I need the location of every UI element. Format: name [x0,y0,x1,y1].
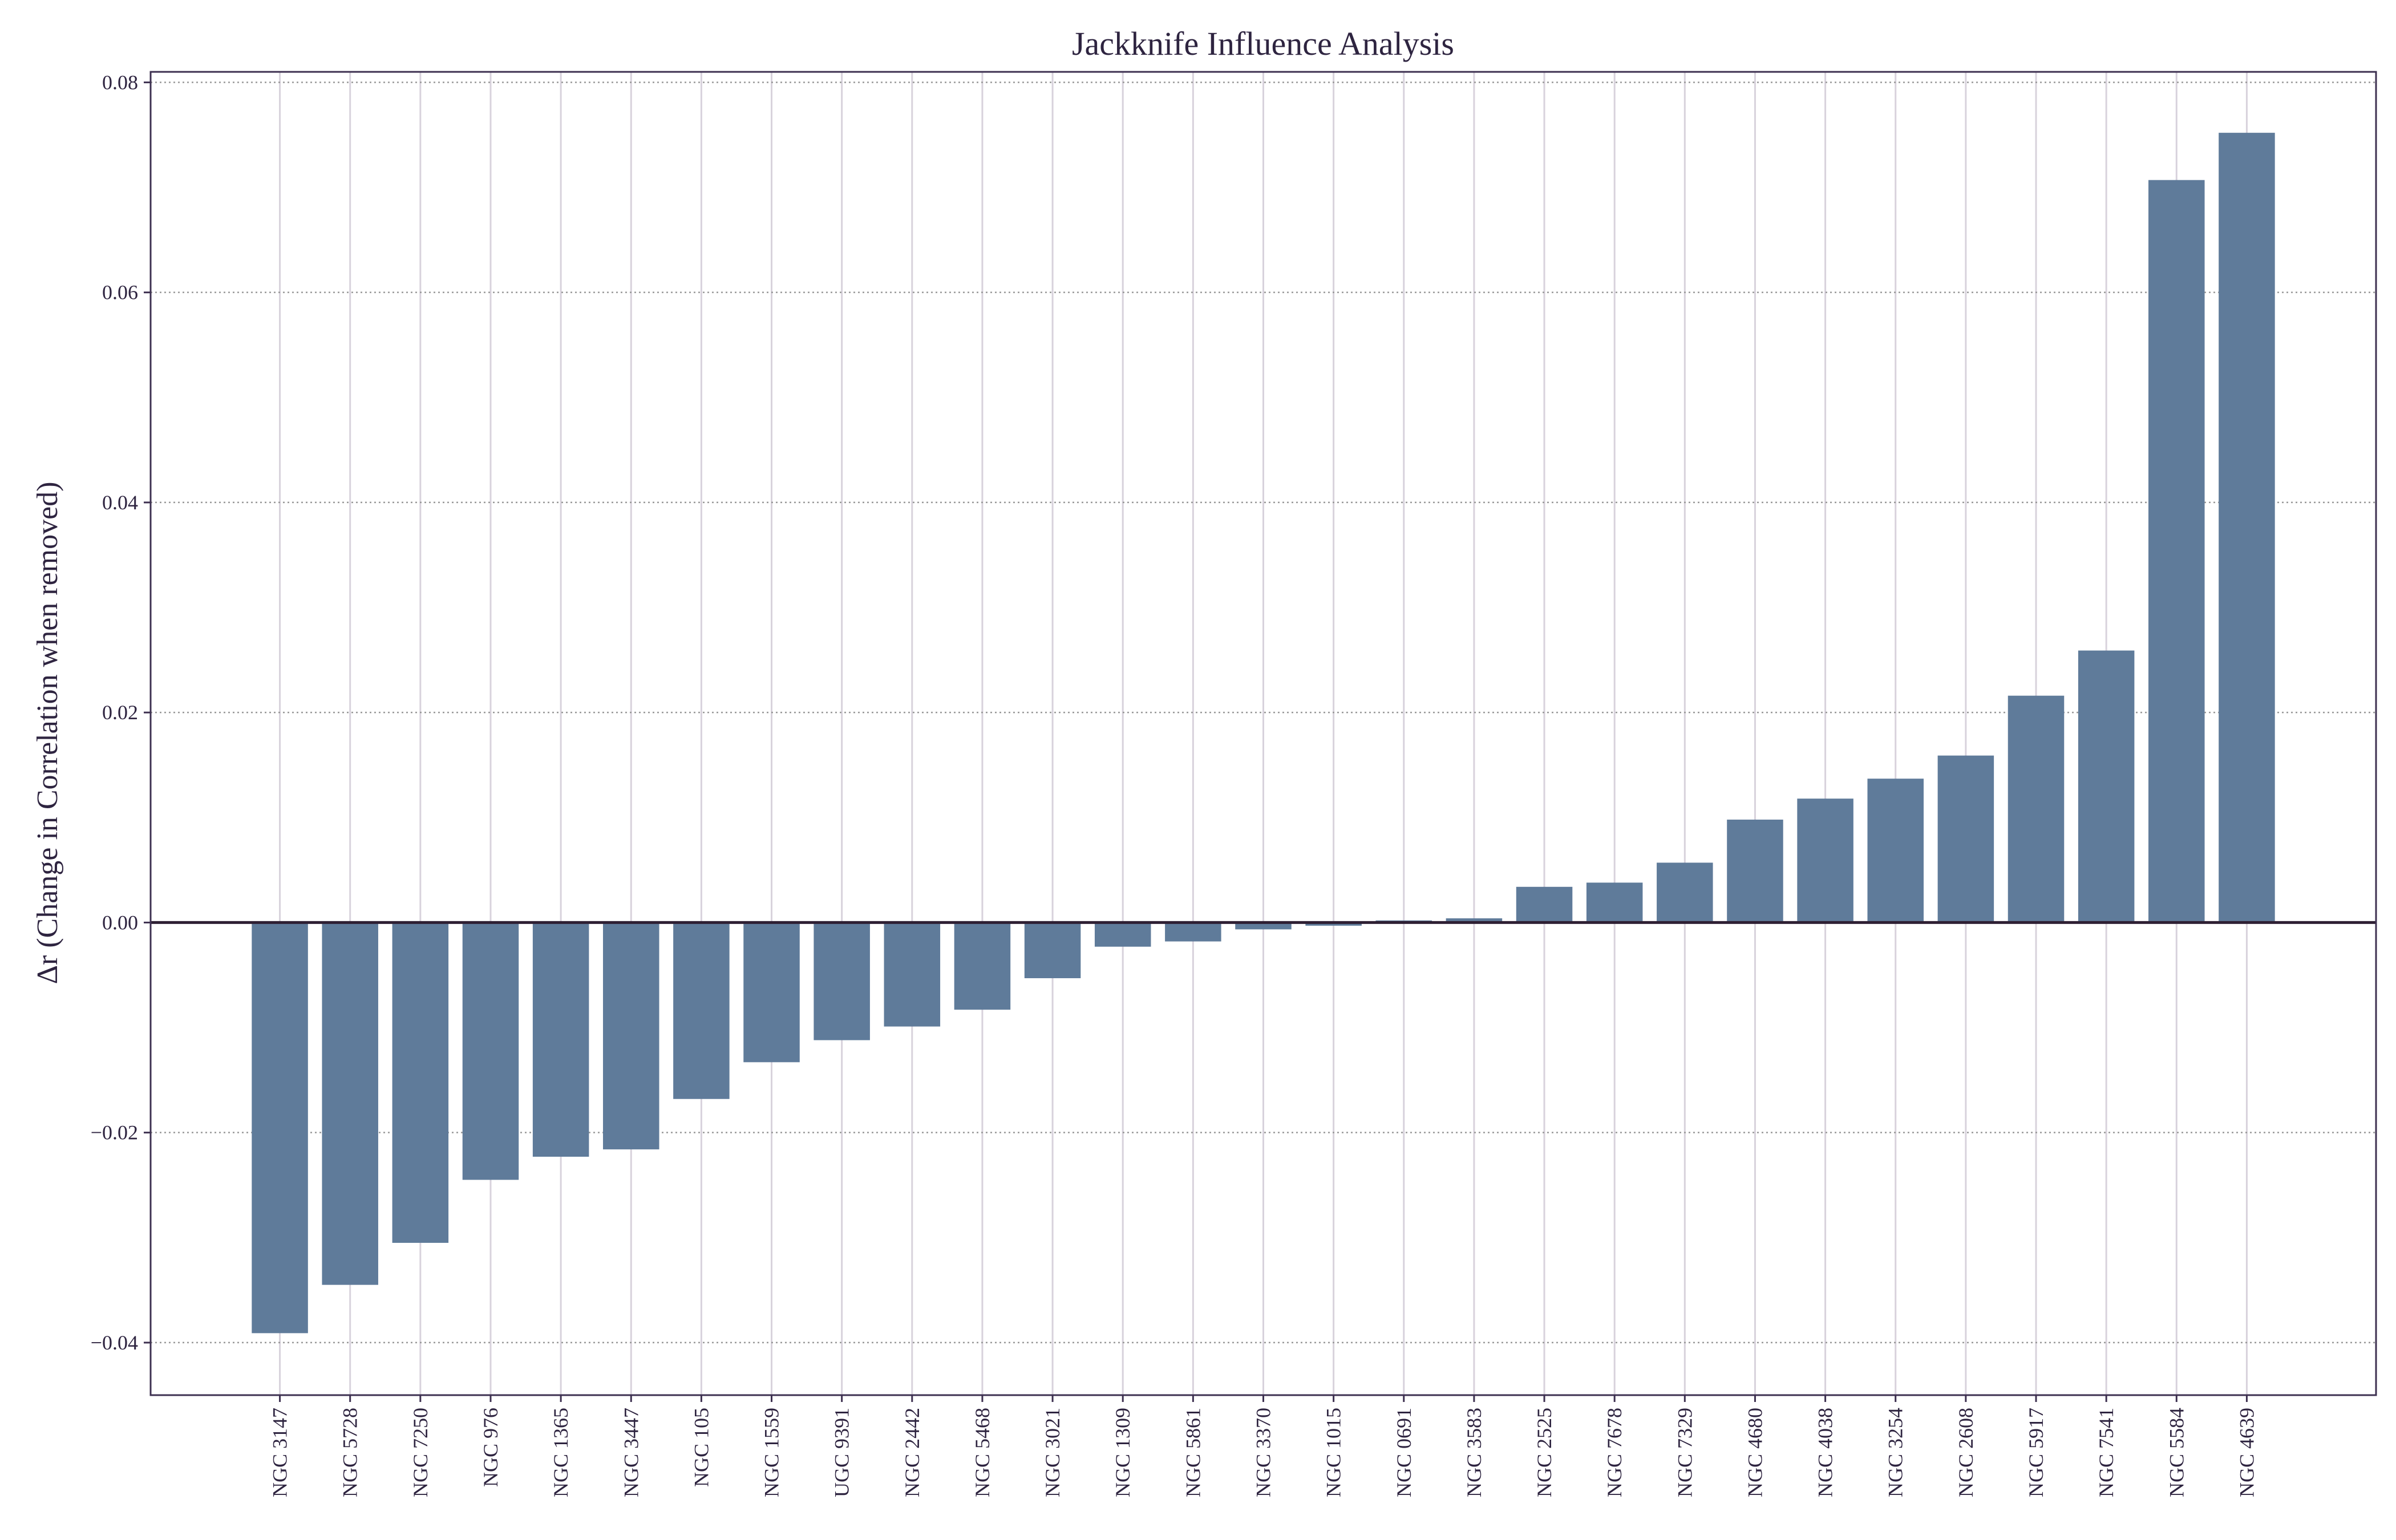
bar-ngc-3583 [1446,918,1503,923]
bar-ngc-976 [462,922,519,1180]
x-tick-label: NGC 5728 [339,1408,362,1497]
x-tick-label: NGC 976 [479,1408,502,1487]
y-tick-label: 0.00 [102,911,138,934]
bar-ngc-2608 [1937,755,1994,923]
y-tick-label: −0.02 [91,1121,138,1144]
bar-ngc-1365 [532,922,589,1157]
bar-ngc-7678 [1586,882,1643,923]
bar-ngc-3147 [252,922,308,1334]
x-tick-label: NGC 3147 [269,1408,292,1497]
x-tick-label: NGC 1559 [760,1408,783,1497]
bar-ngc-2525 [1516,886,1573,923]
bar-ngc-1309 [1094,922,1151,947]
chart-title: Jackknife Influence Analysis [1072,25,1454,62]
bar-ngc-5468 [954,922,1011,1010]
x-tick-label: NGC 5917 [2025,1408,2047,1497]
bar-ngc-105 [673,922,730,1099]
x-tick-label: NGC 1365 [549,1408,572,1497]
x-tick-label: NGC 1309 [1111,1408,1134,1497]
bar-ngc-7541 [2078,650,2135,923]
x-tick-label: NGC 4680 [1743,1408,1766,1497]
bar-ngc-1559 [743,922,800,1063]
y-ticks: −0.04 −0.02 0.00 0.02 0.04 0.06 0.08 [91,71,151,1354]
bar-ngc-3370 [1235,922,1292,930]
x-tick-label: NGC 2442 [901,1408,924,1497]
bar-ngc-7329 [1657,862,1713,923]
bar-ngc-5728 [322,922,378,1285]
x-tick-label: NGC 7250 [409,1408,432,1497]
x-tick-label: NGC 5584 [2165,1408,2188,1497]
x-tick-label: NGC 7678 [1603,1408,1626,1497]
x-tick-label: NGC 2525 [1533,1408,1556,1497]
x-tick-label: NGC 3583 [1463,1408,1486,1497]
bar-ngc-3254 [1867,779,1924,923]
bars [151,132,2376,1334]
x-tick-label: NGC 4038 [1814,1408,1837,1497]
y-tick-label: 0.02 [102,701,138,724]
x-tick-label: NGC 7329 [1673,1408,1696,1497]
plot-frame [149,71,2377,1396]
bar-ngc-1015 [1305,922,1362,926]
x-tick-label: NGC 3447 [620,1408,642,1497]
y-tick-label: 0.08 [102,71,138,94]
x-tick-label: NGC 4639 [2235,1408,2258,1497]
bar-ngc-4038 [1797,799,1853,923]
x-tick-label: NGC 3021 [1041,1408,1064,1497]
x-tick-label: NGC 3370 [1252,1408,1275,1497]
x-tick-label: NGC 5861 [1181,1408,1204,1497]
bar-ngc-3021 [1024,922,1081,979]
x-tick-label: NGC 3254 [1884,1408,1907,1497]
x-tick-label: UGC 9391 [831,1408,853,1497]
bar-ugc-9391 [813,922,870,1040]
x-tick-label: NGC 5468 [971,1408,994,1497]
y-tick-label: 0.06 [102,281,138,304]
x-ticks: NGC 3147 NGC 5728 NGC 7250 NGC 976 NGC 1365 N… [269,1395,2258,1497]
bar-ngc-3447 [603,922,659,1150]
bar-ngc-4680 [1727,819,1783,923]
x-tick-label: NGC 1015 [1322,1408,1345,1497]
bar-ngc-5861 [1165,922,1221,942]
x-tick-label: NGC 2608 [1954,1408,1977,1497]
bar-ngc-4639 [2219,132,2275,923]
bar-ngc-5584 [2148,180,2205,923]
x-tick-label: NGC 0691 [1393,1408,1415,1497]
y-tick-label: 0.04 [102,491,138,514]
y-tick-label: −0.04 [91,1331,138,1354]
bar-ngc-7250 [392,922,449,1243]
bar-ngc-5917 [2008,695,2065,923]
bar-ngc-2442 [884,922,941,1027]
x-tick-label: NGC 7541 [2095,1408,2118,1497]
y-axis-label: Δr (Change in Correlation when removed) [31,481,64,984]
x-tick-label: NGC 105 [690,1408,713,1487]
